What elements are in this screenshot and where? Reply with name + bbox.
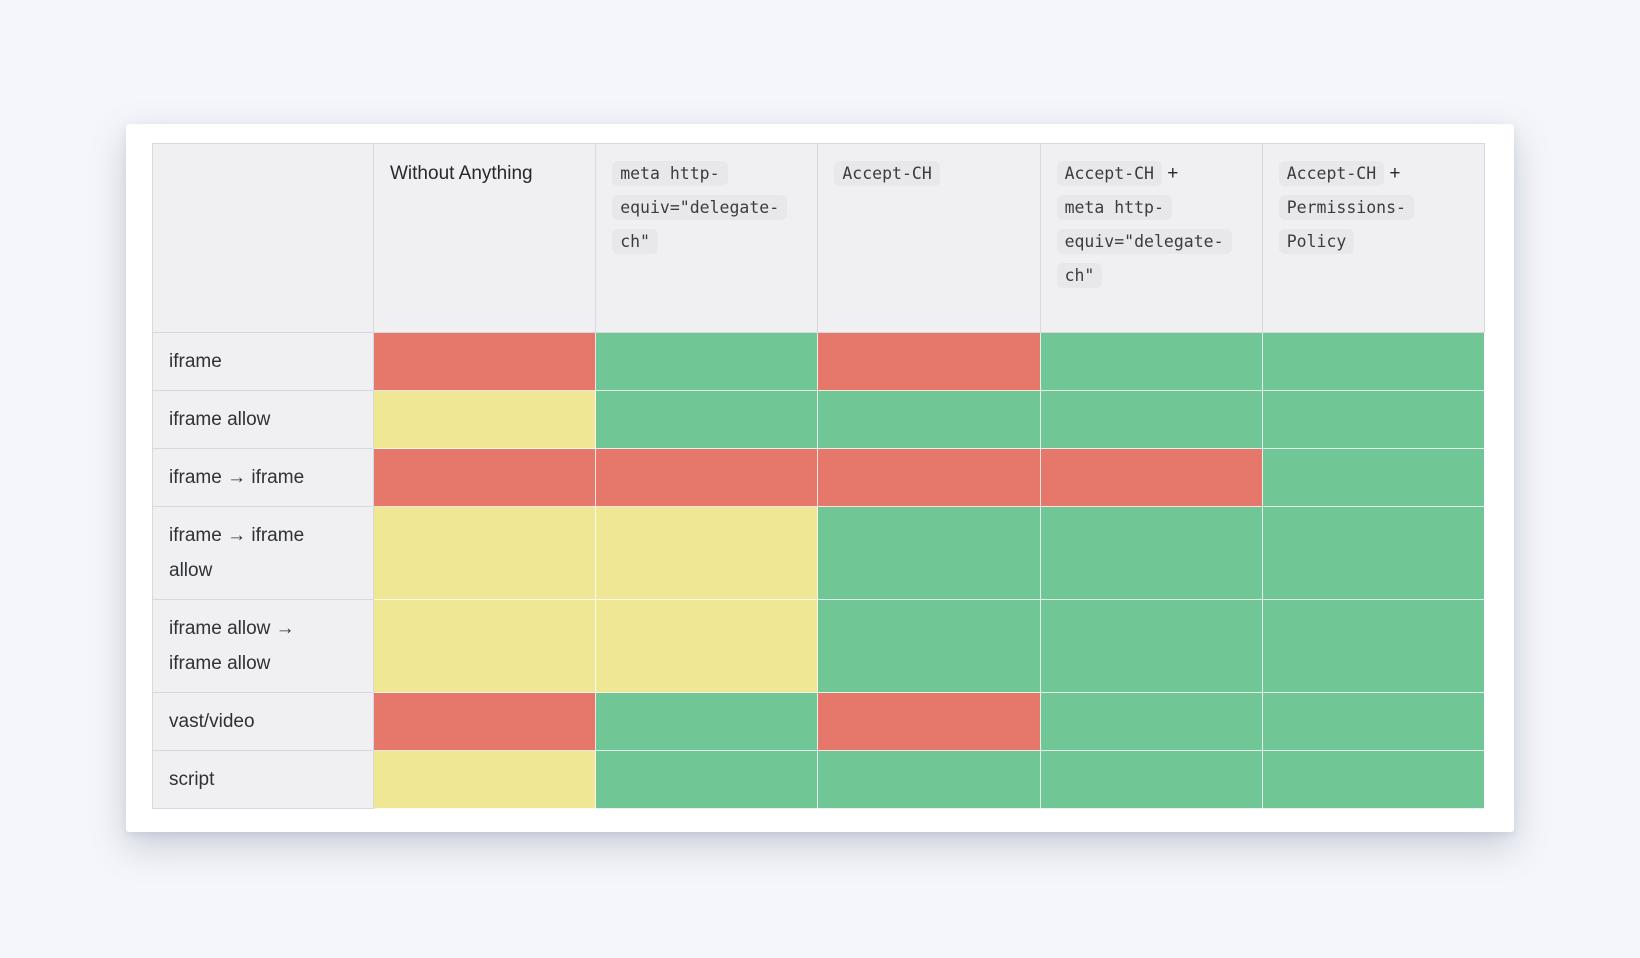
status-cell bbox=[595, 332, 819, 391]
status-cell bbox=[372, 750, 597, 809]
plus-joiner: + bbox=[1161, 163, 1179, 184]
status-cell bbox=[1261, 506, 1485, 600]
status-cell bbox=[372, 448, 597, 507]
client-hints-delegation-table: Without Anything meta http-equiv="delegat… bbox=[152, 143, 1485, 809]
status-cell bbox=[372, 390, 597, 449]
table-row: iframe allow → iframe allow bbox=[152, 599, 1485, 693]
status-cell bbox=[1039, 692, 1263, 751]
status-cell bbox=[1261, 599, 1485, 693]
row-label: iframe bbox=[152, 332, 374, 391]
status-cell bbox=[372, 599, 597, 693]
status-cell bbox=[595, 692, 819, 751]
row-label: iframe allow bbox=[152, 390, 374, 449]
status-cell bbox=[1261, 448, 1485, 507]
code-pill: Accept-CH bbox=[1278, 161, 1385, 186]
table-row: script bbox=[152, 750, 1485, 809]
table-row: iframe → iframe bbox=[152, 448, 1485, 507]
column-header-label: Without Anything bbox=[390, 163, 533, 184]
status-cell bbox=[595, 750, 819, 809]
column-header-4: Accept-CH + meta http-equiv="delegate-ch" bbox=[1039, 143, 1263, 333]
code-pill: Accept-CH bbox=[834, 161, 940, 186]
code-pill: meta http-equiv="delegate-ch" bbox=[1056, 195, 1232, 288]
table-row: vast/video bbox=[152, 692, 1485, 751]
column-header-3: Accept-CH bbox=[817, 143, 1041, 333]
status-cell bbox=[817, 448, 1041, 507]
status-cell bbox=[1261, 692, 1485, 751]
table-header: Without Anything meta http-equiv="delegat… bbox=[152, 143, 1485, 333]
table-body: iframe iframe allow iframe → iframe iframe … bbox=[152, 332, 1485, 809]
status-cell bbox=[817, 692, 1041, 751]
row-label: vast/video bbox=[152, 692, 374, 751]
plus-joiner: + bbox=[1384, 163, 1401, 184]
status-cell bbox=[595, 599, 819, 693]
header-row: Without Anything meta http-equiv="delegat… bbox=[152, 143, 1485, 333]
status-cell bbox=[817, 390, 1041, 449]
status-cell bbox=[1039, 390, 1263, 449]
code-pill: meta http-equiv="delegate-ch" bbox=[612, 161, 788, 254]
row-label: script bbox=[152, 750, 374, 809]
status-cell bbox=[1039, 750, 1263, 809]
status-cell bbox=[372, 692, 597, 751]
status-cell bbox=[595, 506, 819, 600]
page-background: { "page": { "background": "#f5f6fb" }, "… bbox=[0, 124, 1640, 958]
row-label: iframe → iframe bbox=[152, 448, 374, 507]
table-row: iframe → iframe allow bbox=[152, 506, 1485, 600]
row-label: iframe allow → iframe allow bbox=[152, 599, 374, 693]
status-cell bbox=[372, 332, 597, 391]
status-cell bbox=[1261, 390, 1485, 449]
status-cell bbox=[817, 750, 1041, 809]
status-cell bbox=[372, 506, 597, 600]
status-cell bbox=[817, 599, 1041, 693]
status-cell bbox=[595, 390, 819, 449]
status-cell bbox=[817, 506, 1041, 600]
code-pill: Permissions-Policy bbox=[1278, 195, 1414, 254]
status-cell bbox=[1261, 750, 1485, 809]
column-header-5: Accept-CH + Permissions-Policy bbox=[1261, 143, 1485, 333]
table-row: iframe allow bbox=[152, 390, 1485, 449]
status-cell bbox=[595, 448, 819, 507]
status-cell bbox=[1039, 332, 1263, 391]
column-header-1: Without Anything bbox=[372, 143, 597, 333]
status-cell bbox=[1039, 448, 1263, 507]
status-cell bbox=[1039, 506, 1263, 600]
row-label: iframe → iframe allow bbox=[152, 506, 374, 600]
status-cell bbox=[817, 332, 1041, 391]
column-header-0 bbox=[152, 143, 374, 333]
column-header-2: meta http-equiv="delegate-ch" bbox=[595, 143, 819, 333]
status-cell bbox=[1261, 332, 1485, 391]
table-row: iframe bbox=[152, 332, 1485, 391]
code-pill: Accept-CH bbox=[1056, 161, 1162, 186]
content-card: Without Anything meta http-equiv="delegat… bbox=[126, 124, 1514, 832]
status-cell bbox=[1039, 599, 1263, 693]
